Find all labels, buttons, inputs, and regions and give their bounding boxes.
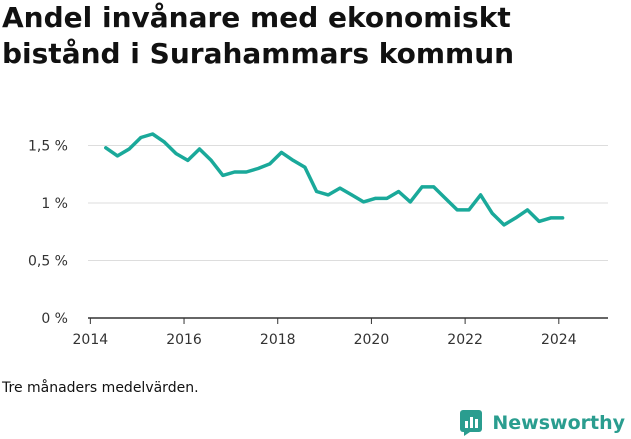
data-point [561,216,565,220]
data-point [537,219,541,223]
data-point [291,158,295,162]
bar-chart-logo-icon [460,410,483,436]
x-tick-label: 2018 [260,332,296,348]
data-point [303,165,307,169]
data-point [315,190,319,193]
data-point [502,223,506,227]
y-tick-label: 1 % [41,196,68,212]
data-point [432,185,436,189]
data-point [338,186,342,190]
data-point [244,170,248,174]
data-point [420,185,424,189]
chart-title: Andel invånare med ekonomiskt bistånd i … [2,1,515,70]
data-point [209,158,213,162]
data-point [174,152,178,156]
data-point [268,162,272,166]
data-point [127,147,131,151]
y-tick-label: 0 % [41,311,68,327]
newsworthy-brand[interactable]: Newsworthy [460,408,625,438]
series-layer [104,132,565,227]
data-point [116,154,119,158]
data-point [479,193,483,197]
data-point [549,216,553,220]
data-point [256,167,260,170]
data-point [162,140,166,144]
brand-name: Newsworthy [492,412,625,434]
series-line [104,132,565,227]
data-point [490,211,494,215]
data-point [139,136,143,139]
x-tick-label: 2022 [447,332,483,348]
data-point [373,196,377,200]
y-tick-label: 0,5 % [28,254,68,270]
gridlines [88,145,608,261]
chart-note: Tre månaders medelvärden. [2,380,199,396]
data-point [455,208,459,212]
axes: 0 % 0,5 % 1 % 1,5 % 2014 2016 2018 2020 2022 2024 [28,139,608,348]
data-point [350,193,354,197]
y-tick-label: 1,5 % [28,139,68,155]
data-point [443,196,447,200]
data-point [397,190,401,193]
x-tick-label: 2024 [541,332,577,348]
data-point [104,146,108,150]
x-tick-label: 2014 [73,332,109,348]
data-point [326,193,330,197]
data-point [467,208,471,212]
data-point [385,196,389,200]
data-point [221,173,225,177]
data-point [280,150,283,154]
data-point [186,158,190,162]
data-point [514,216,518,220]
data-point [151,132,155,136]
data-point [408,200,412,204]
data-point [362,200,365,204]
x-tick-label: 2016 [166,332,202,348]
data-point [233,170,237,174]
data-point [198,147,201,151]
x-tick-label: 2020 [354,332,390,348]
data-point [525,208,529,212]
